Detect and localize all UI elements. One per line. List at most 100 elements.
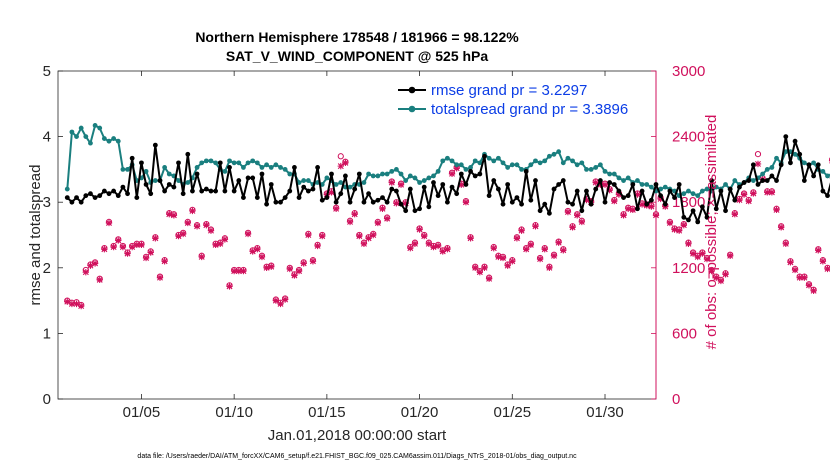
totalspread-point xyxy=(361,180,367,185)
totalspread-point xyxy=(254,160,260,166)
rmse-point xyxy=(203,186,209,192)
totalspread-point xyxy=(301,178,307,183)
totalspread-point xyxy=(176,178,181,183)
rmse-point xyxy=(324,195,330,201)
rmse-point xyxy=(162,188,168,194)
totalspread-point xyxy=(407,173,413,179)
rmse-point xyxy=(384,199,390,205)
assimilated-obs-marker xyxy=(462,199,470,206)
assimilated-obs-marker xyxy=(513,235,521,242)
rmse-point xyxy=(301,184,307,190)
rmse-point xyxy=(718,188,724,194)
assimilated-obs-marker xyxy=(573,212,581,219)
legend-rmse-label: rmse grand pr = 3.2297 xyxy=(431,82,587,99)
rmse-point xyxy=(449,184,455,190)
totalspread-point xyxy=(389,168,395,174)
assimilated-obs-marker xyxy=(101,246,108,253)
totalspread-point xyxy=(574,162,580,168)
assimilated-obs-marker xyxy=(152,235,159,242)
totalspread-point xyxy=(92,123,98,128)
rmse-point xyxy=(648,197,654,203)
rmse-point xyxy=(417,206,422,212)
assimilated-obs-marker xyxy=(286,265,293,273)
totalspread-point xyxy=(426,175,432,181)
totalspread-point xyxy=(333,182,339,187)
assimilated-obs-marker xyxy=(750,190,757,197)
totalspread-point xyxy=(384,171,390,177)
rmse-point xyxy=(83,193,89,199)
totalspread-point xyxy=(801,160,807,166)
assimilated-obs-marker xyxy=(281,296,289,303)
rmse-point xyxy=(588,201,594,207)
totalspread-point xyxy=(588,167,594,172)
rmse-point xyxy=(403,208,409,214)
totalspread-point xyxy=(83,134,89,140)
totalspread-point xyxy=(227,158,232,164)
assimilated-obs-marker xyxy=(791,266,799,274)
assimilated-obs-marker xyxy=(648,203,655,210)
rmse-point xyxy=(778,162,784,168)
totalspread-point xyxy=(593,165,599,170)
totalspread-point xyxy=(505,165,511,170)
totalspread-point xyxy=(449,158,455,164)
rmse-point xyxy=(621,195,626,201)
rmse-point xyxy=(597,178,603,183)
totalspread-point xyxy=(495,155,501,161)
right-axis-label: # of obs: o=possible; ×=assimilated xyxy=(703,115,720,350)
assimilated-obs-marker xyxy=(439,248,446,255)
assimilated-obs-marker xyxy=(546,264,553,271)
assimilated-obs-marker xyxy=(110,243,117,251)
totalspread-point xyxy=(287,171,293,177)
assimilated-obs-marker xyxy=(295,267,303,275)
assimilated-obs-marker xyxy=(179,230,187,238)
rmse-point xyxy=(389,186,395,192)
assimilated-obs-marker xyxy=(207,227,215,234)
totalspread-point xyxy=(565,155,571,161)
totalspread-point xyxy=(639,182,645,187)
assimilated-obs-marker xyxy=(332,205,340,212)
rmse-point xyxy=(352,186,358,192)
rmse-point xyxy=(166,182,172,187)
totalspread-point xyxy=(584,167,589,172)
totalspread-point xyxy=(472,158,478,164)
x-tick-label: 01/30 xyxy=(586,404,624,421)
assimilated-obs-marker xyxy=(184,219,191,227)
assimilated-obs-marker xyxy=(518,227,525,234)
rmse-point xyxy=(106,191,112,197)
totalspread-point xyxy=(542,158,548,164)
assimilated-obs-marker xyxy=(453,165,460,172)
assimilated-obs-marker xyxy=(82,268,90,276)
rmse-point xyxy=(431,180,436,185)
assimilated-obs-marker xyxy=(731,211,739,218)
totalspread-point xyxy=(97,125,103,131)
rmse-point xyxy=(560,178,566,183)
x-tick-label: 01/10 xyxy=(215,404,253,421)
totalspread-point xyxy=(268,165,274,170)
rmse-line xyxy=(66,135,830,223)
rmse-point xyxy=(361,199,367,205)
rmse-point xyxy=(635,206,640,212)
totalspread-point xyxy=(792,151,798,157)
totalspread-point xyxy=(305,178,311,183)
rmse-point xyxy=(519,201,524,207)
assimilated-obs-marker xyxy=(226,283,233,290)
rmse-point xyxy=(551,186,557,192)
totalspread-point xyxy=(185,180,191,185)
rmse-point xyxy=(152,142,158,148)
totalspread-point xyxy=(125,167,130,172)
totalspread-point xyxy=(764,167,770,172)
assimilated-obs-marker xyxy=(638,201,646,208)
rmse-point xyxy=(74,195,79,201)
rmse-point xyxy=(723,208,728,214)
rmse-point xyxy=(579,208,585,214)
rmse-point xyxy=(347,199,353,205)
rmse-point xyxy=(264,201,270,207)
assimilated-obs-marker xyxy=(249,248,256,255)
assimilated-obs-marker xyxy=(91,260,99,267)
assimilated-obs-marker xyxy=(745,197,752,205)
x-tick-label: 01/25 xyxy=(494,404,532,421)
rmse-point xyxy=(64,195,70,201)
rmse-point xyxy=(825,193,830,199)
rmse-point xyxy=(292,165,297,170)
assimilated-obs-marker xyxy=(810,287,817,294)
